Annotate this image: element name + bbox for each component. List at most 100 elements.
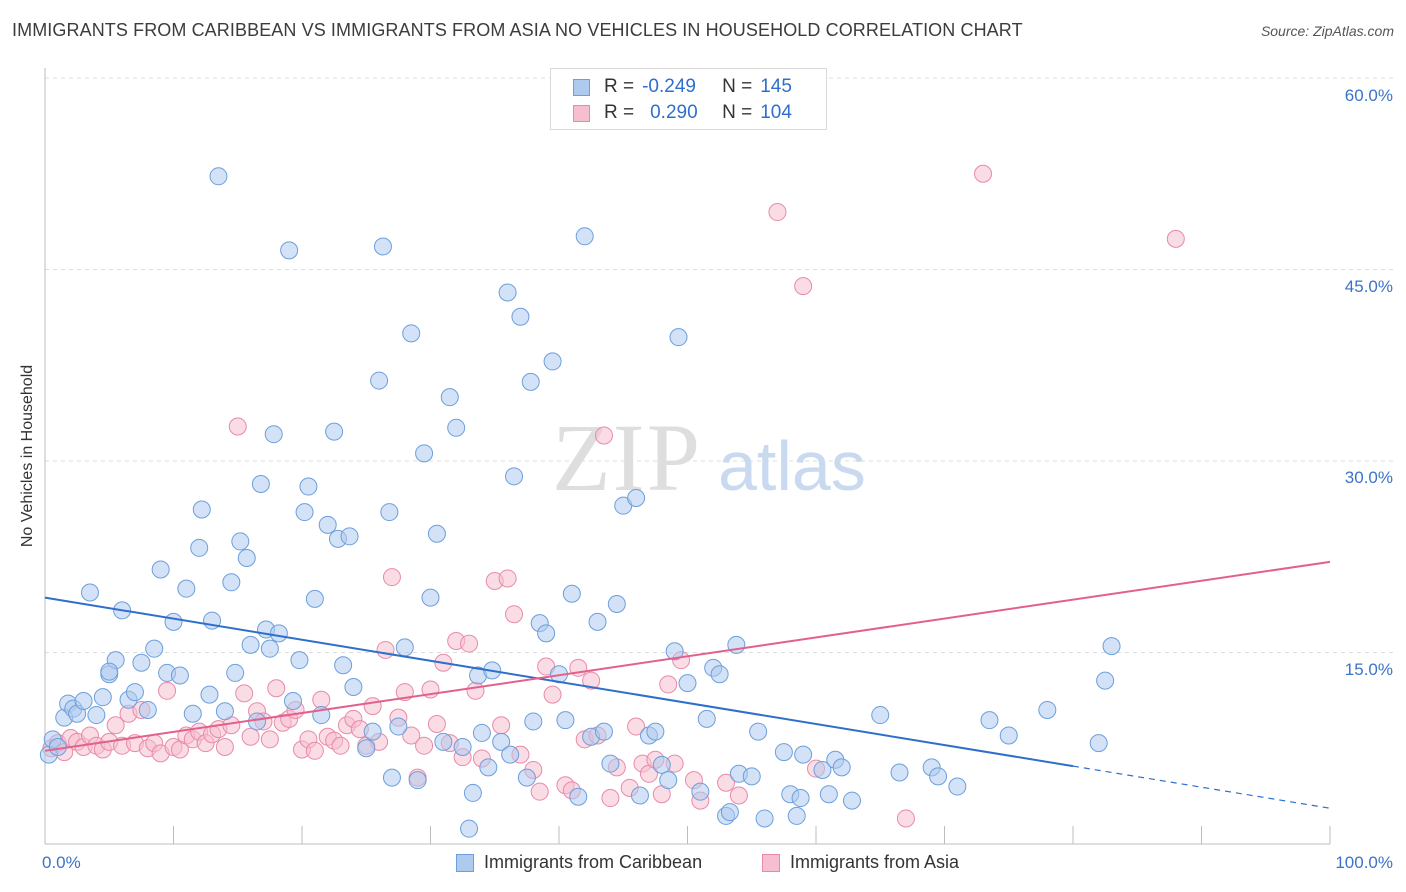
- point-asia: [498, 569, 517, 588]
- watermark-zip: ZIP: [552, 404, 702, 511]
- point-caribbean: [521, 372, 540, 391]
- chart-title: IMMIGRANTS FROM CARIBBEAN VS IMMIGRANTS …: [12, 20, 1023, 40]
- point-caribbean: [556, 711, 575, 730]
- point-caribbean: [498, 283, 517, 302]
- point-caribbean: [215, 702, 234, 721]
- point-caribbean: [200, 685, 219, 704]
- point-caribbean: [832, 758, 851, 777]
- point-asia: [402, 726, 421, 745]
- point-caribbean: [720, 803, 739, 822]
- x-tick-label-max: 100.0%: [1335, 853, 1393, 872]
- point-caribbean: [260, 639, 279, 658]
- point-caribbean: [659, 771, 678, 790]
- legend-item-caribbean: Immigrants from Caribbean: [456, 852, 702, 873]
- point-asia: [376, 640, 395, 659]
- point-caribbean: [691, 782, 710, 801]
- point-asia: [215, 737, 234, 756]
- legend-swatch-caribbean: [456, 853, 474, 872]
- point-caribbean: [594, 722, 613, 741]
- source-label: Source: ZipAtlas.com: [1260, 23, 1394, 39]
- point-caribbean: [749, 722, 768, 741]
- trend-line-caribbean: [44, 596, 1074, 768]
- watermark: ZIP atlas: [552, 404, 866, 511]
- point-caribbean: [192, 500, 211, 519]
- legend-n-label: N =: [722, 102, 753, 123]
- point-caribbean: [164, 612, 183, 631]
- point-caribbean: [100, 662, 119, 681]
- point-caribbean: [190, 538, 209, 557]
- point-caribbean: [791, 789, 810, 808]
- point-asia: [659, 675, 678, 694]
- point-caribbean: [453, 737, 472, 756]
- point-asia: [382, 568, 401, 587]
- point-caribbean: [460, 819, 479, 838]
- point-caribbean: [402, 324, 421, 343]
- point-asia: [460, 634, 479, 653]
- point-caribbean: [434, 732, 453, 751]
- point-caribbean: [87, 706, 106, 725]
- legend-r-label: R =: [604, 76, 635, 97]
- point-caribbean: [999, 726, 1018, 745]
- legend-row-caribbean: R = -0.249 N = 145: [573, 76, 792, 98]
- point-caribbean: [222, 573, 241, 592]
- legend-r-value: -0.249: [642, 76, 696, 97]
- point-caribbean: [472, 723, 491, 742]
- point-caribbean: [562, 584, 581, 603]
- point-caribbean: [492, 732, 511, 751]
- legend-swatch-asia: [573, 104, 590, 122]
- point-caribbean: [1089, 734, 1108, 753]
- point-caribbean: [280, 241, 299, 260]
- point-caribbean: [183, 704, 202, 723]
- point-caribbean: [334, 656, 353, 675]
- point-caribbean: [125, 683, 144, 702]
- point-caribbean: [251, 474, 270, 493]
- point-caribbean: [325, 422, 344, 441]
- point-caribbean: [226, 663, 245, 682]
- point-caribbean: [607, 594, 626, 613]
- point-caribbean: [132, 653, 151, 672]
- point-caribbean: [382, 768, 401, 787]
- point-caribbean: [929, 767, 948, 786]
- point-caribbean: [511, 307, 530, 326]
- legend-item-asia: Immigrants from Asia: [762, 852, 959, 873]
- point-caribbean: [170, 666, 189, 685]
- point-asia: [974, 164, 993, 183]
- x-tick-label-min: 0.0%: [42, 853, 81, 872]
- point-caribbean: [813, 760, 832, 779]
- point-caribbean: [794, 745, 813, 764]
- legend-label-asia: Immigrants from Asia: [790, 852, 960, 872]
- point-asia: [717, 773, 736, 792]
- x-ticks: [173, 826, 1331, 844]
- point-caribbean: [305, 589, 324, 608]
- correlation-legend: R = -0.249 N = 145 R = 0.290 N = 104: [550, 68, 827, 130]
- point-asia: [505, 605, 524, 624]
- point-caribbean: [537, 624, 556, 643]
- point-caribbean: [373, 237, 392, 256]
- point-asia: [363, 697, 382, 716]
- point-caribbean: [774, 743, 793, 762]
- point-asia: [601, 789, 620, 808]
- point-caribbean: [177, 579, 196, 598]
- point-caribbean: [980, 711, 999, 730]
- point-caribbean: [646, 722, 665, 741]
- point-caribbean: [269, 624, 288, 643]
- trend-line-asia: [44, 560, 1331, 752]
- point-caribbean: [1096, 671, 1115, 690]
- trend-lines: [44, 560, 1331, 809]
- point-asia: [106, 716, 125, 735]
- watermark-atlas: atlas: [718, 427, 866, 505]
- point-caribbean: [630, 786, 649, 805]
- y-tick-label: 60.0%: [1344, 86, 1393, 105]
- point-caribbean: [151, 560, 170, 579]
- point-asia: [305, 741, 324, 760]
- legend-r-value: 0.290: [650, 102, 698, 123]
- point-asia: [768, 203, 787, 222]
- point-caribbean: [427, 524, 446, 543]
- point-asia: [594, 426, 613, 445]
- y-tick-label: 30.0%: [1344, 468, 1393, 487]
- point-caribbean: [80, 583, 99, 602]
- point-asia: [241, 727, 260, 746]
- point-caribbean: [74, 692, 93, 711]
- point-caribbean: [318, 515, 337, 534]
- point-caribbean: [543, 352, 562, 371]
